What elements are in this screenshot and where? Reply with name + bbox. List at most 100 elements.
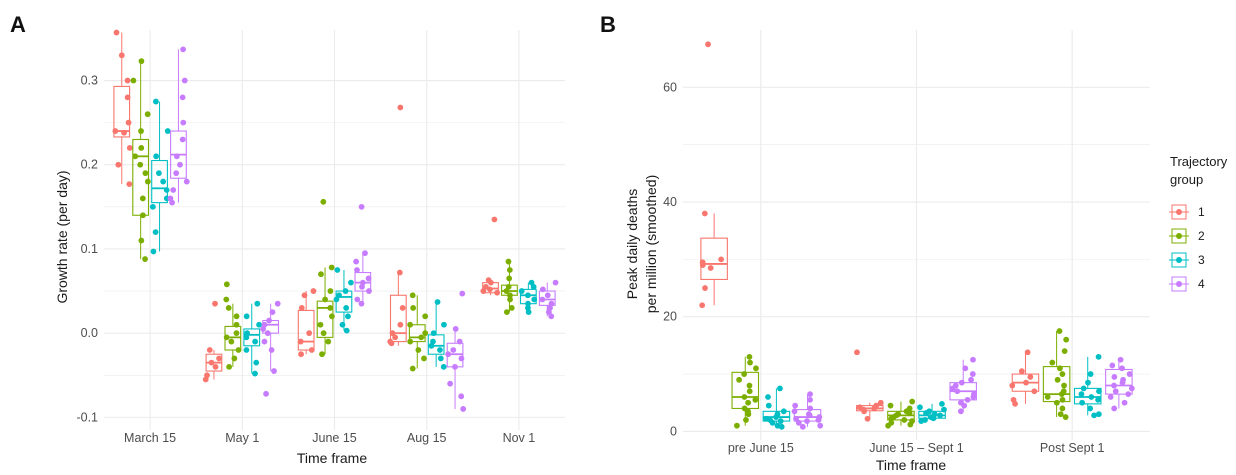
panel-b-data-point — [1080, 385, 1087, 392]
panel-a-data-point — [441, 321, 447, 328]
panel-b-data-point — [702, 285, 708, 291]
panel-b-data-point — [887, 402, 894, 409]
panel-a-data-point — [430, 330, 437, 337]
panel-a-data-point — [319, 351, 325, 358]
panel-b-data-point — [807, 391, 813, 398]
panel-b-data-point — [746, 382, 753, 389]
panel-a-data-point — [202, 376, 209, 383]
panel-a-data-point — [126, 181, 133, 188]
panel-b-data-point — [1012, 400, 1018, 407]
panel-a-x-tick-label: March 15 — [124, 431, 176, 445]
panel-a-data-point — [459, 290, 466, 297]
legend-title-line-1: Trajectory — [1170, 154, 1228, 169]
panel-a-data-point — [130, 77, 137, 84]
legend-entry-label: 4 — [1198, 277, 1205, 291]
panel-a-data-point — [308, 347, 315, 353]
panel-a-data-point — [112, 128, 119, 134]
panel-a-data-point — [181, 77, 188, 84]
panel-b-data-point — [705, 41, 711, 48]
panel-b-data-point — [791, 408, 798, 415]
panel-b-data-point — [968, 376, 974, 383]
panel-a-data-point — [389, 330, 396, 337]
panel-b-data-point — [937, 412, 943, 419]
panel-a-y-axis-title: Growth rate (per day) — [54, 170, 70, 303]
panel-a-data-point — [253, 359, 260, 366]
panel-a-data-point — [333, 296, 340, 303]
panel-a-box — [389, 294, 407, 343]
panel-a-box — [297, 309, 315, 351]
panel-b-data-point — [939, 400, 945, 407]
panel-b-data-point — [804, 418, 810, 424]
panel-a-data-point — [271, 368, 277, 374]
panel-a-data-point — [179, 94, 186, 101]
panel-a-data-point — [243, 347, 250, 353]
panel-a-data-point — [118, 52, 125, 59]
panel-b-data-point — [958, 379, 965, 386]
panel-b-data-point — [1057, 365, 1063, 372]
panel-b-y-tick-label: 0 — [670, 424, 677, 438]
panel-a-data-point — [228, 338, 235, 345]
panel-a-data-point — [170, 187, 177, 193]
panel-a-data-point — [508, 304, 515, 311]
panel-b-y-axis-title-line-2: per million (smoothed) — [643, 175, 659, 314]
panel-b-letter: B — [600, 12, 616, 37]
panel-b-data-point — [736, 376, 742, 383]
panel-a-data-point — [152, 229, 159, 236]
panel-b-data-point — [699, 302, 706, 309]
panel-b-data-point — [1091, 412, 1098, 419]
panel-b-y-tick-label: 60 — [663, 80, 677, 94]
panel-a-data-point — [297, 338, 304, 345]
panel-a-y-tick-label: 0.3 — [81, 74, 98, 88]
panel-a-data-point — [503, 309, 510, 316]
panel-a-data-point — [328, 264, 335, 271]
panel-a-data-point — [318, 271, 324, 278]
panel-b-data-point — [743, 417, 749, 423]
panel-b-data-point — [1057, 411, 1064, 418]
panel-a-data-point — [531, 296, 538, 303]
panel-b-data-point — [1018, 368, 1025, 375]
panel-a-data-point — [525, 309, 532, 316]
panel-a-data-point — [301, 292, 308, 299]
panel-a-y-tick-label: 0.1 — [81, 242, 98, 256]
panel-a-data-point — [458, 393, 465, 400]
panel-b-data-point — [1128, 385, 1135, 392]
panel-a-data-point — [422, 313, 429, 320]
panel-a-data-point — [525, 300, 531, 307]
panel-a-data-point — [452, 363, 458, 370]
panel-a-data-point — [421, 355, 427, 362]
panel-a-data-point — [480, 288, 487, 294]
panel-a-data-point — [121, 129, 127, 136]
panel-b-data-point — [806, 412, 813, 419]
panel-a-data-point — [298, 351, 304, 358]
panel-a-data-point — [212, 300, 218, 307]
panel-b-data-point — [734, 422, 740, 429]
panel-a-data-point — [317, 321, 324, 328]
panel-a-data-point — [422, 330, 429, 337]
panel-b-data-point — [777, 385, 783, 392]
panel-a-data-point — [354, 267, 360, 273]
panel-b-data-point — [792, 402, 799, 409]
panel-a-data-point — [233, 313, 240, 320]
panel-b-data-point — [807, 405, 814, 412]
panel-a-data-point — [545, 309, 552, 316]
panel-b-data-point — [901, 417, 908, 423]
panel-b-data-point — [1078, 391, 1085, 398]
panel-b-data-point — [864, 415, 871, 422]
panel-a-data-point — [152, 98, 159, 105]
panel-a-data-point — [252, 370, 258, 377]
panel-a-data-point — [410, 304, 417, 311]
panel-a-data-point — [306, 330, 313, 337]
panel-b-data-point — [799, 423, 806, 430]
panel-b-data-point — [871, 405, 878, 412]
panel-a-box — [538, 290, 556, 306]
panel-a-data-point — [138, 58, 145, 65]
panel-a-data-point — [399, 304, 406, 311]
legend-key-dot — [1176, 281, 1182, 287]
panel-a-data-point — [169, 199, 175, 206]
panel-b-data-point — [949, 385, 956, 392]
panel-a-data-point — [320, 198, 327, 205]
panel-a-data-point — [336, 292, 342, 299]
panel-b-data-point — [906, 410, 913, 416]
panel-a-data-point — [409, 292, 416, 299]
